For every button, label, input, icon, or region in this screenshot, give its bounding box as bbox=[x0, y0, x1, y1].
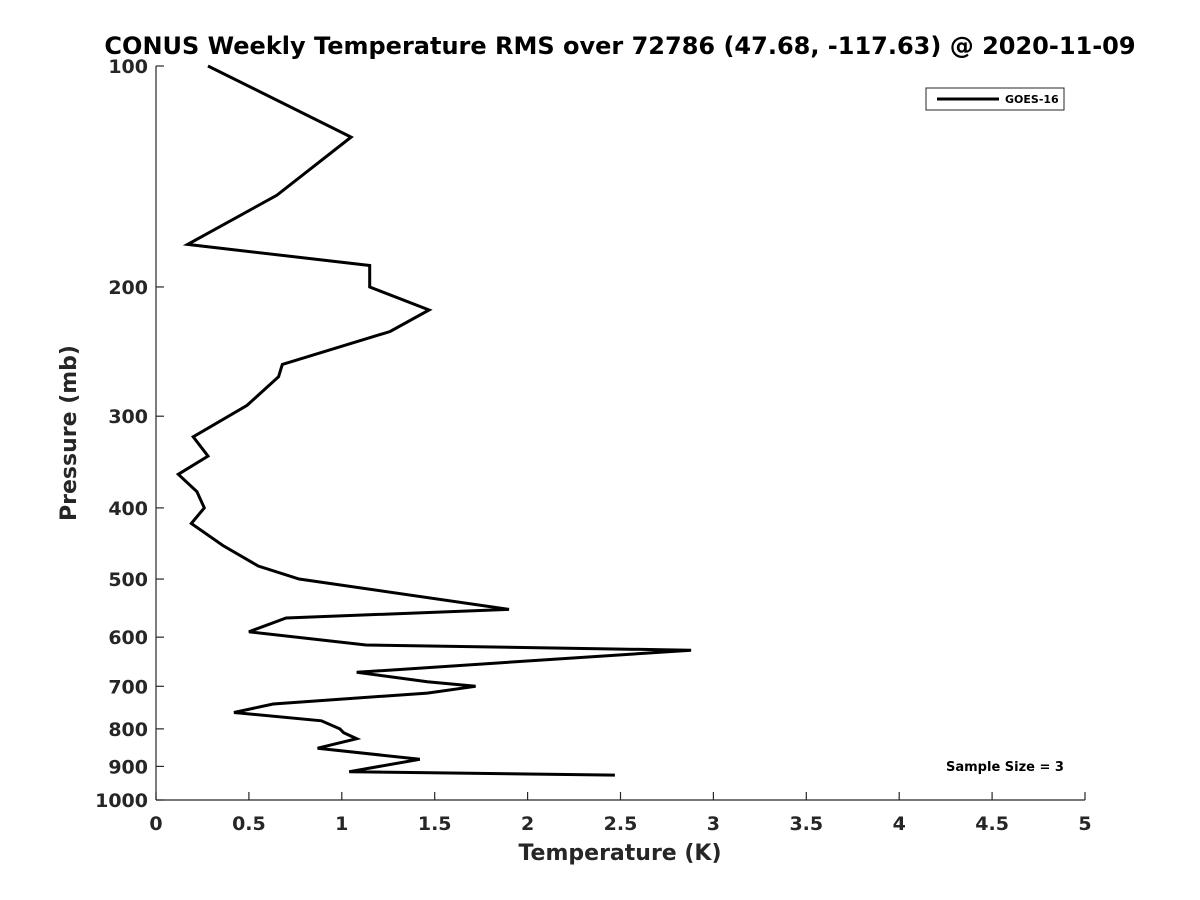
series-line-goes-16 bbox=[175, 64, 692, 777]
y-tick-label: 500 bbox=[108, 569, 148, 591]
x-tick-label: 5 bbox=[1078, 813, 1091, 835]
x-tick-label: 3 bbox=[707, 813, 720, 835]
x-tick-label: 0 bbox=[149, 813, 162, 835]
x-ticks: 0 0.5 1 1.5 2 2.5 3 3.5 4 4.5 5 bbox=[149, 792, 1092, 835]
x-tick-label: 1.5 bbox=[418, 813, 452, 835]
y-tick-label: 1000 bbox=[95, 790, 148, 812]
legend-label-goes-16: GOES-16 bbox=[1005, 93, 1059, 106]
sample-size-annotation: Sample Size = 3 bbox=[946, 760, 1064, 775]
y-tick-label: 100 bbox=[108, 56, 148, 78]
y-ticks: 100 200 300 400 500 600 700 800 900 1000 bbox=[95, 56, 164, 812]
x-tick-label: 1 bbox=[335, 813, 348, 835]
y-tick-label: 200 bbox=[108, 277, 148, 299]
chart-title: CONUS Weekly Temperature RMS over 72786 … bbox=[104, 32, 1135, 60]
legend: GOES-16 bbox=[925, 87, 1065, 111]
y-tick-label: 600 bbox=[108, 627, 148, 649]
y-tick-label: 300 bbox=[108, 406, 148, 428]
series-group bbox=[175, 64, 692, 777]
x-tick-label: 3.5 bbox=[789, 813, 823, 835]
x-axis-label: Temperature (K) bbox=[518, 841, 721, 866]
y-tick-label: 400 bbox=[108, 498, 148, 520]
x-tick-label: 4 bbox=[893, 813, 906, 835]
y-tick-label: 800 bbox=[108, 719, 148, 741]
x-tick-label: 2 bbox=[521, 813, 534, 835]
x-tick-label: 0.5 bbox=[232, 813, 266, 835]
x-tick-label: 2.5 bbox=[604, 813, 638, 835]
x-tick-label: 4.5 bbox=[975, 813, 1009, 835]
y-tick-label: 900 bbox=[108, 756, 148, 778]
y-axis-label: Pressure (mb) bbox=[57, 345, 82, 521]
y-tick-label: 700 bbox=[108, 676, 148, 698]
